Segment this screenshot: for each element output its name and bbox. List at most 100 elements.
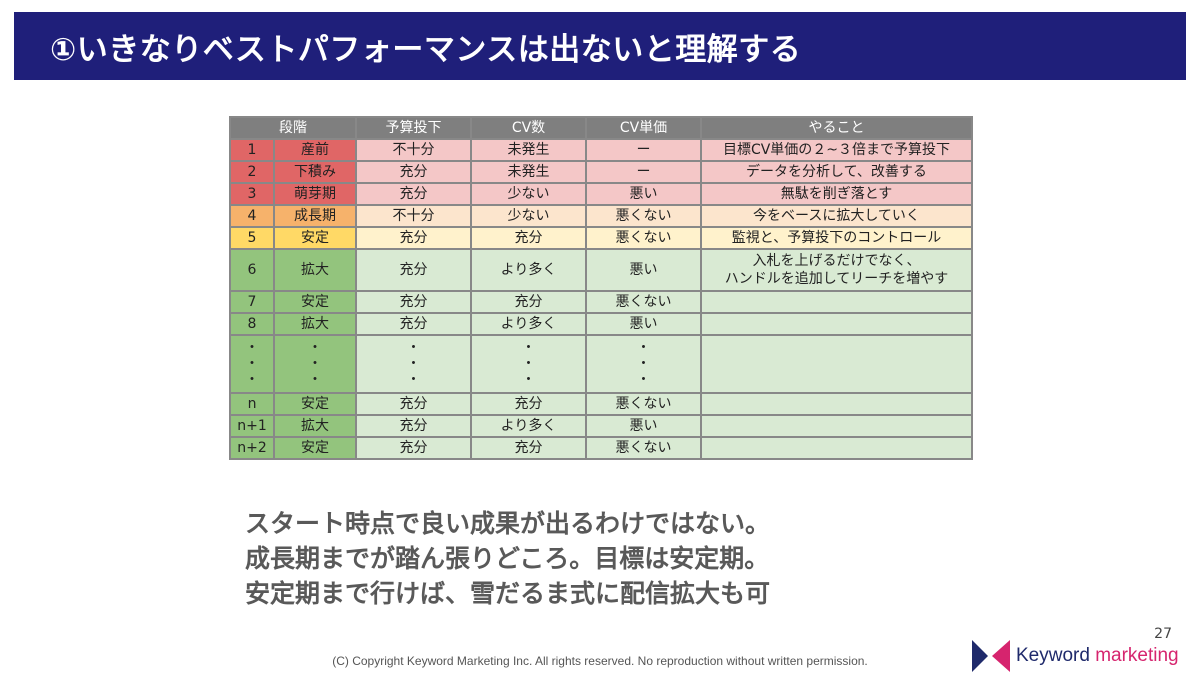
table-header-row: 段階 予算投下 CV数 CV単価 やること xyxy=(229,116,973,140)
copyright-notice: (C) Copyright Keyword Marketing Inc. All… xyxy=(332,654,868,668)
table-row: 4 成長期 不十分 少ない 悪くない 今をベースに拡大していく xyxy=(229,204,973,228)
row-stage: 安定 xyxy=(273,392,357,416)
row-stage: 安定 xyxy=(273,290,357,314)
message-line: スタート時点で良い成果が出るわけではない。 xyxy=(245,509,771,538)
row-cv: より多く xyxy=(470,312,587,336)
row-cv: 充分 xyxy=(470,392,587,416)
ellipsis-cv: ・ ・ ・ xyxy=(470,334,587,394)
header-budget: 予算投下 xyxy=(355,116,472,140)
table-row: 6 拡大 充分 より多く 悪い 入札を上げるだけでなく、 ハンドルを追加してリー… xyxy=(229,248,973,292)
ellipsis-stage: ・ ・ ・ xyxy=(273,334,357,394)
table-row: 7 安定 充分 充分 悪くない xyxy=(229,290,973,314)
row-budget: 不十分 xyxy=(355,204,472,228)
row-cpa: ー xyxy=(585,138,702,162)
row-number: n+1 xyxy=(229,414,275,438)
stage-table: 段階 予算投下 CV数 CV単価 やること 1 産前 不十分 未発生 ー 目標C… xyxy=(229,116,973,460)
row-budget: 充分 xyxy=(355,290,472,314)
row-cpa: 悪い xyxy=(585,414,702,438)
row-number: 8 xyxy=(229,312,275,336)
ellipsis-budget: ・ ・ ・ xyxy=(355,334,472,394)
ellipsis-number: ・ ・ ・ xyxy=(229,334,275,394)
row-stage: 萌芽期 xyxy=(273,182,357,206)
row-cpa: 悪い xyxy=(585,248,702,292)
row-number: 7 xyxy=(229,290,275,314)
row-cv: 未発生 xyxy=(470,160,587,184)
page-number: 27 xyxy=(1154,626,1172,642)
row-number: 5 xyxy=(229,226,275,250)
row-todo: データを分析して、改善する xyxy=(700,160,973,184)
table-row: 5 安定 充分 充分 悪くない 監視と、予算投下のコントロール xyxy=(229,226,973,250)
keyword-marketing-logo-icon xyxy=(972,640,1010,672)
row-number: 1 xyxy=(229,138,275,162)
row-todo-line1: 入札を上げるだけでなく、 xyxy=(752,253,921,269)
row-cpa: ー xyxy=(585,160,702,184)
row-cv: 充分 xyxy=(470,226,587,250)
logo-word-keyword: Keyword xyxy=(1016,645,1090,666)
row-todo xyxy=(700,414,973,438)
ellipsis-cpa: ・ ・ ・ xyxy=(585,334,702,394)
row-todo: 目標CV単価の２~３倍まで予算投下 xyxy=(700,138,973,162)
row-number: 4 xyxy=(229,204,275,228)
table-row: 8 拡大 充分 より多く 悪い xyxy=(229,312,973,336)
row-cpa: 悪い xyxy=(585,312,702,336)
row-stage: 拡大 xyxy=(273,248,357,292)
row-cv: より多く xyxy=(470,414,587,438)
row-budget: 充分 xyxy=(355,182,472,206)
row-todo: 今をベースに拡大していく xyxy=(700,204,973,228)
table-row: 1 産前 不十分 未発生 ー 目標CV単価の２~３倍まで予算投下 xyxy=(229,138,973,162)
row-todo xyxy=(700,436,973,460)
row-budget: 充分 xyxy=(355,414,472,438)
table-row-ellipsis: ・ ・ ・ ・ ・ ・ ・ ・ ・ ・ ・ ・ ・ ・ ・ xyxy=(229,334,973,394)
header-cv: CV数 xyxy=(470,116,587,140)
row-stage: 拡大 xyxy=(273,312,357,336)
row-cpa: 悪くない xyxy=(585,436,702,460)
row-todo: 無駄を削ぎ落とす xyxy=(700,182,973,206)
row-budget: 充分 xyxy=(355,248,472,292)
row-number: 6 xyxy=(229,248,275,292)
row-todo xyxy=(700,290,973,314)
row-todo-line2: ハンドルを追加してリーチを増やす xyxy=(724,271,949,287)
message-line: 成長期までが踏ん張りどころ。目標は安定期。 xyxy=(245,544,770,573)
row-budget: 充分 xyxy=(355,436,472,460)
row-stage: 成長期 xyxy=(273,204,357,228)
row-cpa: 悪くない xyxy=(585,204,702,228)
row-budget: 充分 xyxy=(355,392,472,416)
row-cv: より多く xyxy=(470,248,587,292)
slide-title: ①いきなりベストパフォーマンスは出ないと理解する xyxy=(14,12,1186,80)
key-message: スタート時点で良い成果が出るわけではない。 成長期までが踏ん張りどころ。目標は安… xyxy=(245,506,965,611)
row-todo: 入札を上げるだけでなく、 ハンドルを追加してリーチを増やす xyxy=(700,248,973,292)
header-todo: やること xyxy=(700,116,973,140)
row-todo: 監視と、予算投下のコントロール xyxy=(700,226,973,250)
row-number: n+2 xyxy=(229,436,275,460)
row-cv: 未発生 xyxy=(470,138,587,162)
row-budget: 不十分 xyxy=(355,138,472,162)
row-todo xyxy=(700,312,973,336)
logo-text: Keyword marketing xyxy=(1016,645,1179,667)
row-cv: 充分 xyxy=(470,290,587,314)
table-row: n+1 拡大 充分 より多く 悪い xyxy=(229,414,973,438)
row-cv: 少ない xyxy=(470,182,587,206)
company-logo: Keyword marketing xyxy=(972,640,1179,672)
row-number: 2 xyxy=(229,160,275,184)
row-stage: 拡大 xyxy=(273,414,357,438)
row-stage: 安定 xyxy=(273,436,357,460)
header-stage: 段階 xyxy=(229,116,357,140)
row-stage: 安定 xyxy=(273,226,357,250)
row-budget: 充分 xyxy=(355,312,472,336)
row-cv: 充分 xyxy=(470,436,587,460)
ellipsis-todo xyxy=(700,334,973,394)
table-row: n+2 安定 充分 充分 悪くない xyxy=(229,436,973,460)
row-cpa: 悪い xyxy=(585,182,702,206)
row-number: n xyxy=(229,392,275,416)
row-budget: 充分 xyxy=(355,226,472,250)
row-cpa: 悪くない xyxy=(585,290,702,314)
table-row: 2 下積み 充分 未発生 ー データを分析して、改善する xyxy=(229,160,973,184)
message-line: 安定期まで行けば、雪だるま式に配信拡大も可 xyxy=(245,579,771,608)
table-row: n 安定 充分 充分 悪くない xyxy=(229,392,973,416)
row-stage: 産前 xyxy=(273,138,357,162)
row-stage: 下積み xyxy=(273,160,357,184)
header-cpa: CV単価 xyxy=(585,116,702,140)
table-row: 3 萌芽期 充分 少ない 悪い 無駄を削ぎ落とす xyxy=(229,182,973,206)
row-number: 3 xyxy=(229,182,275,206)
row-todo xyxy=(700,392,973,416)
